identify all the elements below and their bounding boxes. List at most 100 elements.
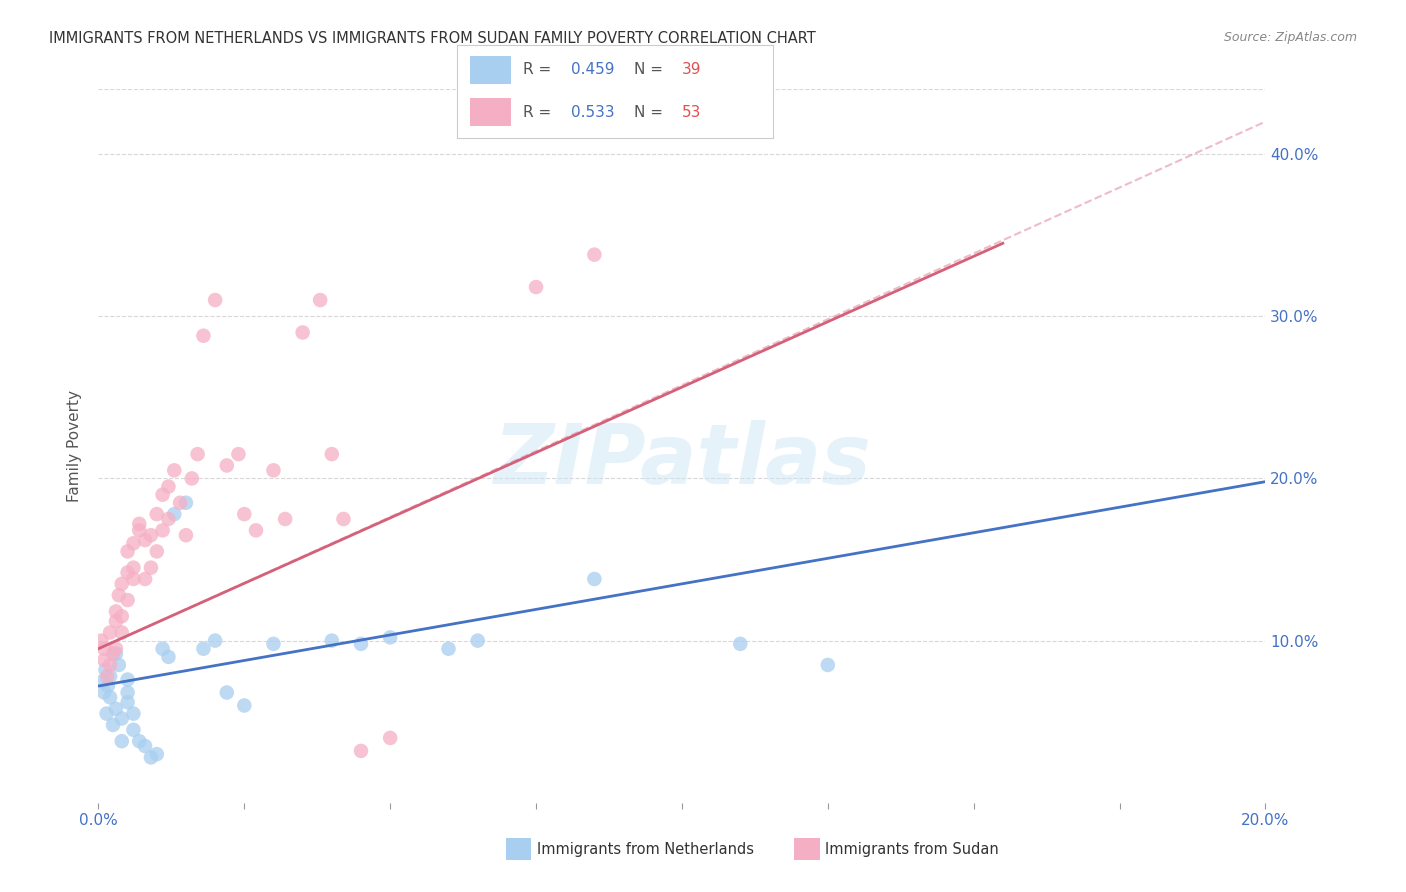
- Point: [96, 706, 118, 721]
- Point: [169, 496, 191, 510]
- Point: [467, 633, 489, 648]
- Point: [146, 747, 169, 761]
- Point: [104, 647, 127, 661]
- Point: [91, 674, 114, 689]
- Point: [262, 637, 284, 651]
- Y-axis label: Family Poverty: Family Poverty: [67, 390, 83, 502]
- Point: [139, 528, 162, 542]
- Point: [104, 614, 127, 628]
- Point: [157, 649, 180, 664]
- Point: [180, 471, 202, 485]
- Point: [139, 750, 162, 764]
- Point: [583, 572, 606, 586]
- Point: [262, 463, 284, 477]
- Point: [117, 695, 139, 709]
- Point: [228, 447, 250, 461]
- Point: [134, 739, 156, 753]
- Point: [378, 631, 402, 645]
- Point: [108, 588, 131, 602]
- Point: [274, 512, 297, 526]
- Point: [117, 673, 139, 687]
- Point: [108, 657, 131, 672]
- Text: ZIPatlas: ZIPatlas: [494, 420, 870, 500]
- Point: [309, 293, 332, 307]
- Point: [117, 544, 139, 558]
- Point: [163, 463, 186, 477]
- Text: R =: R =: [523, 104, 557, 120]
- Point: [93, 653, 115, 667]
- Point: [98, 625, 121, 640]
- Point: [378, 731, 402, 745]
- Point: [128, 516, 150, 531]
- Point: [128, 734, 150, 748]
- Point: [96, 669, 118, 683]
- Point: [98, 669, 121, 683]
- Point: [139, 560, 162, 574]
- Point: [817, 657, 839, 672]
- Point: [583, 247, 606, 261]
- Point: [187, 447, 209, 461]
- Point: [728, 637, 751, 651]
- Point: [146, 544, 169, 558]
- Point: [204, 293, 226, 307]
- Text: N =: N =: [634, 62, 668, 78]
- Point: [163, 507, 186, 521]
- Point: [215, 685, 238, 699]
- Point: [97, 679, 120, 693]
- Point: [233, 507, 256, 521]
- Point: [152, 641, 174, 656]
- Point: [122, 536, 145, 550]
- Point: [98, 690, 121, 705]
- Point: [122, 706, 145, 721]
- Text: 0.533: 0.533: [571, 104, 614, 120]
- Point: [524, 280, 547, 294]
- Point: [350, 637, 373, 651]
- Point: [204, 633, 226, 648]
- Point: [117, 566, 139, 580]
- Point: [93, 641, 115, 656]
- Point: [134, 572, 156, 586]
- Point: [104, 604, 127, 618]
- Point: [193, 328, 215, 343]
- Point: [111, 609, 134, 624]
- Point: [291, 326, 314, 340]
- Text: 53: 53: [682, 104, 702, 120]
- Text: R =: R =: [523, 62, 557, 78]
- Point: [233, 698, 256, 713]
- Point: [193, 641, 215, 656]
- Point: [117, 685, 139, 699]
- Point: [157, 479, 180, 493]
- Point: [134, 533, 156, 547]
- Bar: [470, 98, 510, 126]
- Point: [111, 577, 134, 591]
- Text: 39: 39: [682, 62, 702, 78]
- Point: [101, 718, 124, 732]
- Point: [152, 488, 174, 502]
- Point: [437, 641, 460, 656]
- Point: [93, 685, 115, 699]
- Point: [122, 560, 145, 574]
- Point: [122, 723, 145, 737]
- Point: [174, 528, 197, 542]
- Point: [215, 458, 238, 473]
- Text: IMMIGRANTS FROM NETHERLANDS VS IMMIGRANTS FROM SUDAN FAMILY POVERTY CORRELATION : IMMIGRANTS FROM NETHERLANDS VS IMMIGRANT…: [49, 31, 815, 46]
- Point: [111, 734, 134, 748]
- Point: [321, 447, 343, 461]
- Point: [98, 657, 121, 672]
- Point: [128, 524, 150, 538]
- Point: [321, 633, 343, 648]
- Point: [111, 625, 134, 640]
- Text: N =: N =: [634, 104, 668, 120]
- Point: [94, 663, 117, 677]
- Point: [174, 496, 197, 510]
- Point: [146, 507, 169, 521]
- Point: [117, 593, 139, 607]
- Point: [245, 524, 267, 538]
- Point: [122, 572, 145, 586]
- Point: [104, 641, 127, 656]
- Point: [157, 512, 180, 526]
- Point: [104, 702, 127, 716]
- Text: 0.459: 0.459: [571, 62, 614, 78]
- Text: Immigrants from Sudan: Immigrants from Sudan: [825, 842, 1000, 856]
- Point: [350, 744, 373, 758]
